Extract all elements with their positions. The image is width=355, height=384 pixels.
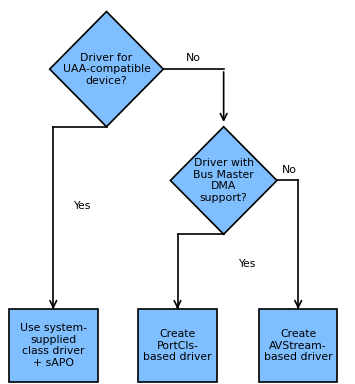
Text: Use system-
supplied
class driver
+ sAPO: Use system- supplied class driver + sAPO — [20, 323, 87, 368]
Bar — [259, 309, 337, 382]
Text: Driver for
UAA-compatible
device?: Driver for UAA-compatible device? — [62, 53, 151, 86]
Bar — [9, 309, 98, 382]
Polygon shape — [170, 127, 277, 234]
Text: Driver with
Bus Master
DMA
support?: Driver with Bus Master DMA support? — [193, 158, 254, 203]
Text: Yes: Yes — [73, 201, 90, 212]
Polygon shape — [50, 12, 163, 127]
Text: No: No — [186, 53, 201, 63]
Text: No: No — [282, 165, 297, 175]
Bar — [138, 309, 217, 382]
Text: Yes: Yes — [238, 259, 255, 269]
Text: Create
PortCls-
based driver: Create PortCls- based driver — [143, 329, 212, 362]
Text: Create
AVStream-
based driver: Create AVStream- based driver — [264, 329, 333, 362]
